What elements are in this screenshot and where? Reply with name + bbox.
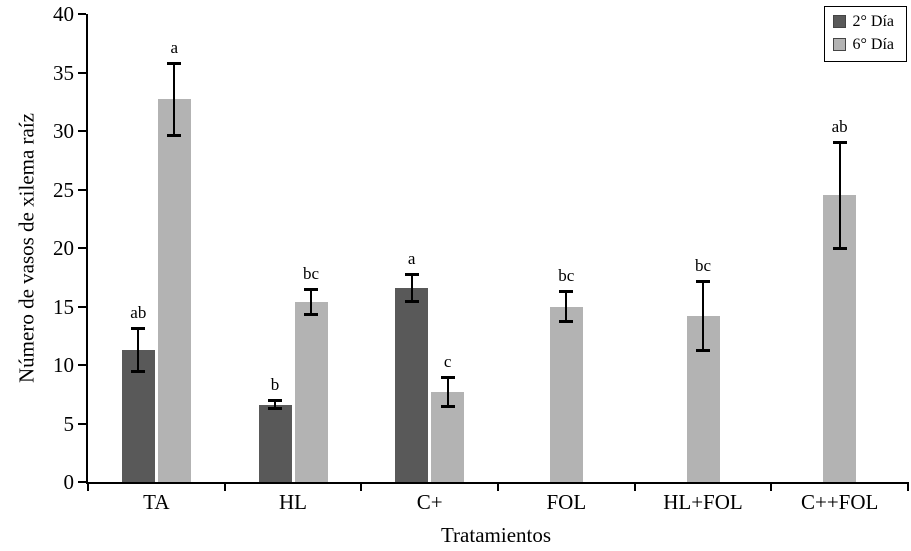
legend: 2° Día 6° Día xyxy=(823,6,907,62)
y-tick xyxy=(78,305,86,308)
y-tick-label: 20 xyxy=(53,236,74,260)
error-bar-cap xyxy=(304,287,318,291)
y-tick xyxy=(78,422,86,425)
error-bar-cap xyxy=(696,279,710,283)
error-bar xyxy=(274,400,276,410)
y-tick-label: 15 xyxy=(53,294,74,319)
bar xyxy=(294,301,328,482)
error-bar-cap xyxy=(304,312,318,316)
error-bar xyxy=(173,63,176,136)
y-tick xyxy=(78,71,86,74)
x-tick xyxy=(87,482,89,491)
legend-item-day2: 2° Día xyxy=(832,10,895,33)
error-bar-cap xyxy=(832,140,847,144)
x-category-label: C+ xyxy=(416,490,443,514)
error-bar-cap xyxy=(404,299,419,303)
x-tick xyxy=(907,482,909,491)
error-bar-cap xyxy=(559,319,574,323)
legend-swatch-day6 xyxy=(832,38,846,51)
error-bar-cap xyxy=(268,399,282,403)
error-bar-cap xyxy=(131,370,146,374)
x-category-label: C++FOL xyxy=(800,490,879,514)
significance-letter: b xyxy=(270,375,280,395)
bar xyxy=(395,287,429,482)
error-bar-cap xyxy=(131,326,146,330)
significance-letter: bc xyxy=(302,263,320,283)
significance-letter: ab xyxy=(831,116,848,136)
legend-item-day6: 6° Día xyxy=(832,33,895,56)
significance-letter: bc xyxy=(558,266,575,286)
legend-label-day6: 6° Día xyxy=(852,35,895,53)
significance-letter: a xyxy=(407,248,416,268)
y-tick xyxy=(78,13,86,15)
error-bar xyxy=(565,291,568,322)
legend-label-day2: 2° Día xyxy=(852,12,895,30)
error-bar xyxy=(310,288,312,315)
x-tick xyxy=(497,482,499,491)
error-bar-cap xyxy=(696,348,710,352)
significance-letter: bc xyxy=(694,255,712,275)
x-tick xyxy=(770,482,772,491)
y-tick xyxy=(78,481,86,483)
error-bar-cap xyxy=(167,133,182,137)
y-tick xyxy=(78,188,86,191)
y-tick-label: 35 xyxy=(53,60,74,85)
error-bar-cap xyxy=(440,405,455,409)
error-bar-cap xyxy=(832,247,847,251)
error-bar xyxy=(137,327,140,372)
error-bar-cap xyxy=(268,407,282,411)
x-category-label: FOL xyxy=(546,490,587,514)
y-tick-label: 0 xyxy=(63,470,75,494)
error-bar xyxy=(702,280,704,351)
error-bar-cap xyxy=(404,272,419,276)
y-tick-label: 40 xyxy=(53,2,74,26)
x-tick xyxy=(360,482,362,491)
error-bar-cap xyxy=(559,290,574,294)
y-tick xyxy=(78,130,86,132)
error-bar xyxy=(838,141,841,250)
significance-letter: a xyxy=(170,38,179,58)
significance-letter: c xyxy=(443,351,452,371)
y-tick xyxy=(78,247,86,249)
y-tick-label: 25 xyxy=(53,177,74,202)
x-axis-title: Tratamientos xyxy=(440,523,552,547)
plot-area: 0 5 10 15 20 25 30 35 40 TA ab a HL b bc C+ a c FOL bc HL+FO… xyxy=(53,4,909,513)
bar xyxy=(258,404,292,482)
bar xyxy=(549,306,583,482)
error-bar-cap xyxy=(167,62,182,66)
x-tick xyxy=(224,482,226,491)
y-tick-label: 30 xyxy=(53,119,74,143)
x-category-label: HL+FOL xyxy=(663,490,743,514)
x-category-label: TA xyxy=(143,490,170,514)
error-bar-cap xyxy=(440,375,455,379)
legend-swatch-day2 xyxy=(832,15,846,28)
y-tick-label: 10 xyxy=(53,353,74,377)
significance-letter: ab xyxy=(130,302,147,322)
x-category-label: HL xyxy=(278,490,307,514)
x-tick xyxy=(634,482,636,491)
bar xyxy=(157,99,191,482)
y-tick-label: 5 xyxy=(63,411,75,436)
y-tick xyxy=(78,364,86,366)
error-bar xyxy=(410,273,413,302)
error-bar xyxy=(446,376,449,408)
